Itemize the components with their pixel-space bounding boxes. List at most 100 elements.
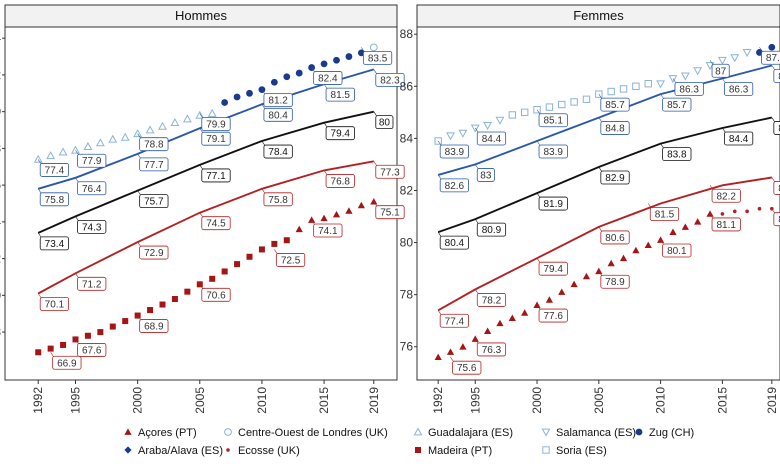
value-label-box [476, 168, 495, 182]
x-tick-label: 2005 [592, 387, 606, 414]
data-point [35, 349, 42, 356]
value-label-box [452, 360, 482, 375]
value-label: 81.3 [778, 215, 780, 226]
value-label-box [263, 144, 293, 159]
value-label-box [600, 97, 630, 112]
value-label: 78.2 [482, 295, 502, 306]
value-label-box [773, 212, 780, 227]
data-point [120, 132, 130, 141]
value-label: 82.2 [717, 191, 737, 202]
value-label: 74.3 [82, 222, 102, 233]
data-point [632, 246, 640, 254]
x-tick-label: 2010 [255, 387, 269, 414]
data-point [145, 125, 155, 134]
value-label: 82.4 [318, 74, 338, 85]
data-point [270, 78, 278, 86]
data-point [434, 353, 442, 361]
value-label: 77.7 [144, 160, 164, 171]
data-point [680, 72, 690, 81]
data-point [333, 56, 340, 64]
data-point [545, 103, 554, 111]
value-label: 76.3 [482, 345, 502, 356]
data-point [644, 79, 652, 88]
data-point [308, 216, 316, 223]
value-label-box [538, 308, 568, 323]
panel-hommes: Hommes 68 70 72 74 76 78 80 82 84 1992 1995 2000 2005… [0, 4, 405, 414]
data-point [357, 201, 365, 209]
data-point [720, 212, 725, 216]
data-point [33, 154, 43, 163]
legend-key [224, 428, 232, 436]
value-label-box [662, 243, 692, 258]
value-label-box [538, 261, 568, 276]
value-label-box [77, 219, 107, 234]
legend-key [124, 446, 132, 454]
value-label: 79.4 [544, 264, 564, 275]
value-label: 73.4 [45, 239, 65, 250]
value-label-box [139, 319, 169, 333]
value-label-box [538, 144, 568, 159]
data-point [109, 323, 116, 330]
y-tick-label: 82 [0, 68, 1, 82]
data-point [458, 129, 468, 138]
value-label: 84.4 [729, 134, 749, 145]
fit-line [437, 64, 773, 176]
data-point [295, 69, 303, 77]
value-label-box [275, 253, 306, 267]
x-tick-label: 2019 [765, 387, 779, 414]
data-point [742, 49, 752, 58]
legend-label: Salamanca (ES) [556, 427, 636, 439]
value-label: 84.4 [482, 134, 502, 145]
value-label-box [39, 297, 70, 311]
data-point [483, 121, 493, 130]
value-label: 81.5 [331, 90, 351, 101]
value-label-box [476, 222, 507, 237]
data-point [320, 214, 328, 222]
legend-label: Açores (PT) [138, 427, 197, 439]
value-label: 74.1 [318, 226, 338, 237]
value-label: 86.3 [729, 84, 749, 95]
value-label-box [674, 82, 704, 96]
data-point [595, 267, 603, 275]
data-point [434, 137, 442, 145]
value-label: 78.9 [605, 277, 625, 288]
data-point [471, 335, 479, 342]
value-label-box [773, 181, 780, 195]
value-label: 75.8 [268, 195, 288, 206]
value-label: 83.8 [667, 150, 687, 161]
value-label-box [476, 293, 507, 307]
legend-label: Ecosse (UK) [238, 445, 300, 457]
value-label-box [600, 121, 630, 135]
data-point [209, 275, 216, 282]
value-label: 75.1 [380, 208, 400, 219]
value-label: 75.6 [457, 363, 477, 374]
value-label: 80.4 [445, 238, 465, 249]
value-label: 83.5 [368, 53, 388, 64]
data-point [496, 319, 504, 327]
value-label: 87 [715, 66, 727, 77]
legend-key [541, 428, 551, 437]
value-label-box [375, 73, 405, 87]
value-label: 76.8 [331, 176, 351, 187]
value-label: 83.9 [445, 147, 465, 158]
value-label: 82.5 [778, 183, 780, 194]
value-label: 75.7 [144, 197, 164, 208]
value-label-box [662, 97, 692, 112]
data-point [619, 254, 628, 262]
value-label-box [325, 126, 355, 141]
value-label: 80.6 [605, 233, 625, 244]
legend-label: Araba/Alava (ES) [138, 445, 223, 457]
value-label-box [201, 131, 231, 146]
data-point [345, 207, 353, 214]
value-label-box [139, 137, 169, 152]
value-label-box [313, 71, 343, 85]
data-point [83, 141, 93, 150]
value-label: 76.4 [82, 184, 102, 195]
value-label-box [39, 192, 70, 207]
y-tick-label: 86 [400, 79, 414, 93]
data-point [71, 145, 80, 154]
data-point [656, 80, 666, 89]
value-label: 68.9 [144, 322, 164, 333]
value-label: 84.8 [778, 124, 780, 135]
